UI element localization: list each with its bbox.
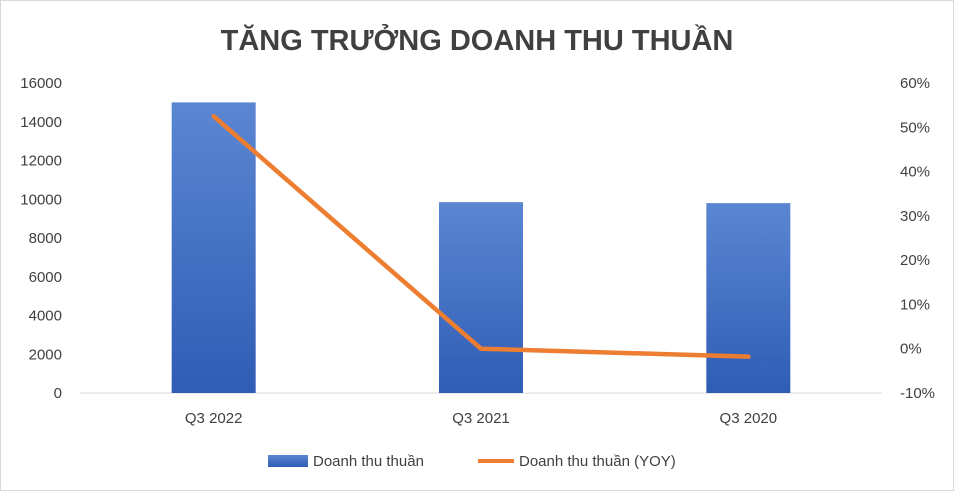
legend-bar-label: Doanh thu thuần bbox=[313, 453, 424, 470]
right-tick-label: 0% bbox=[900, 341, 922, 358]
yoy-point bbox=[746, 354, 751, 359]
left-tick-label: 12000 bbox=[20, 153, 62, 170]
right-tick-label: -10% bbox=[900, 385, 935, 402]
right-tick-label: 50% bbox=[900, 119, 930, 136]
right-tick-label: 30% bbox=[900, 208, 930, 225]
left-axis: 0 2000 4000 6000 8000 10000 12000 14000 16000 bbox=[20, 75, 62, 402]
category-label: Q3 2022 bbox=[185, 410, 243, 427]
left-tick-label: 14000 bbox=[20, 114, 62, 131]
left-tick-label: 0 bbox=[54, 385, 62, 402]
left-tick-label: 2000 bbox=[29, 346, 62, 363]
yoy-point bbox=[211, 114, 216, 119]
right-tick-label: 60% bbox=[900, 75, 930, 92]
yoy-point bbox=[479, 346, 483, 351]
legend-bar-swatch bbox=[268, 455, 308, 467]
x-axis-labels: Q3 2022 Q3 2021 Q3 2020 bbox=[185, 410, 777, 427]
category-label: Q3 2020 bbox=[720, 410, 778, 427]
legend-line-label: Doanh thu thuần (YOY) bbox=[519, 453, 676, 470]
right-tick-label: 40% bbox=[900, 164, 930, 181]
category-label: Q3 2021 bbox=[452, 410, 510, 427]
revenue-bar bbox=[439, 202, 523, 393]
right-axis: -10% 0% 10% 20% 30% 40% 50% 60% bbox=[900, 75, 935, 402]
chart-title: TĂNG TRƯỞNG DOANH THU THUẦN bbox=[221, 23, 734, 57]
left-tick-label: 6000 bbox=[29, 269, 62, 286]
legend: Doanh thu thuần Doanh thu thuần (YOY) bbox=[268, 453, 676, 470]
revenue-bar bbox=[171, 102, 256, 393]
line-series bbox=[211, 113, 751, 359]
left-tick-label: 16000 bbox=[20, 75, 62, 92]
bar-series bbox=[171, 102, 791, 393]
left-tick-label: 10000 bbox=[20, 191, 62, 208]
revenue-bar bbox=[706, 203, 791, 393]
left-tick-label: 4000 bbox=[29, 308, 62, 325]
right-tick-label: 20% bbox=[900, 252, 930, 269]
left-tick-label: 8000 bbox=[29, 230, 62, 247]
right-tick-label: 10% bbox=[900, 296, 930, 313]
